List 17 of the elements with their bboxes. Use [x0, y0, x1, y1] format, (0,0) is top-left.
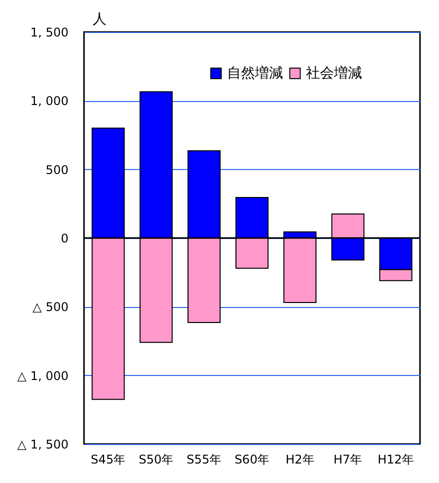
- x-tick-label: S55年: [186, 452, 222, 466]
- y-tick-label: △ 1, 000: [17, 368, 68, 383]
- y-tick-label: △ 1, 500: [17, 438, 68, 452]
- y-tick-label: △ 500: [32, 300, 68, 314]
- legend-label: 自然増減: [227, 64, 283, 82]
- x-tick-label: H12年: [378, 452, 414, 466]
- legend-label: 社会増減: [306, 64, 362, 82]
- x-tick-label: H7年: [334, 452, 362, 466]
- y-tick-label: 500: [46, 162, 68, 177]
- y-tick-label: 0: [60, 232, 68, 246]
- y-axis-title: 人: [92, 12, 106, 28]
- x-tick-label: S45年: [90, 452, 126, 466]
- x-tick-label: S60年: [234, 452, 270, 466]
- x-tick-label: S50年: [138, 452, 174, 466]
- x-tick-label: H2年: [286, 452, 314, 466]
- y-tick-label: 1, 000: [30, 94, 68, 108]
- y-tick-label: 1, 500: [30, 26, 68, 40]
